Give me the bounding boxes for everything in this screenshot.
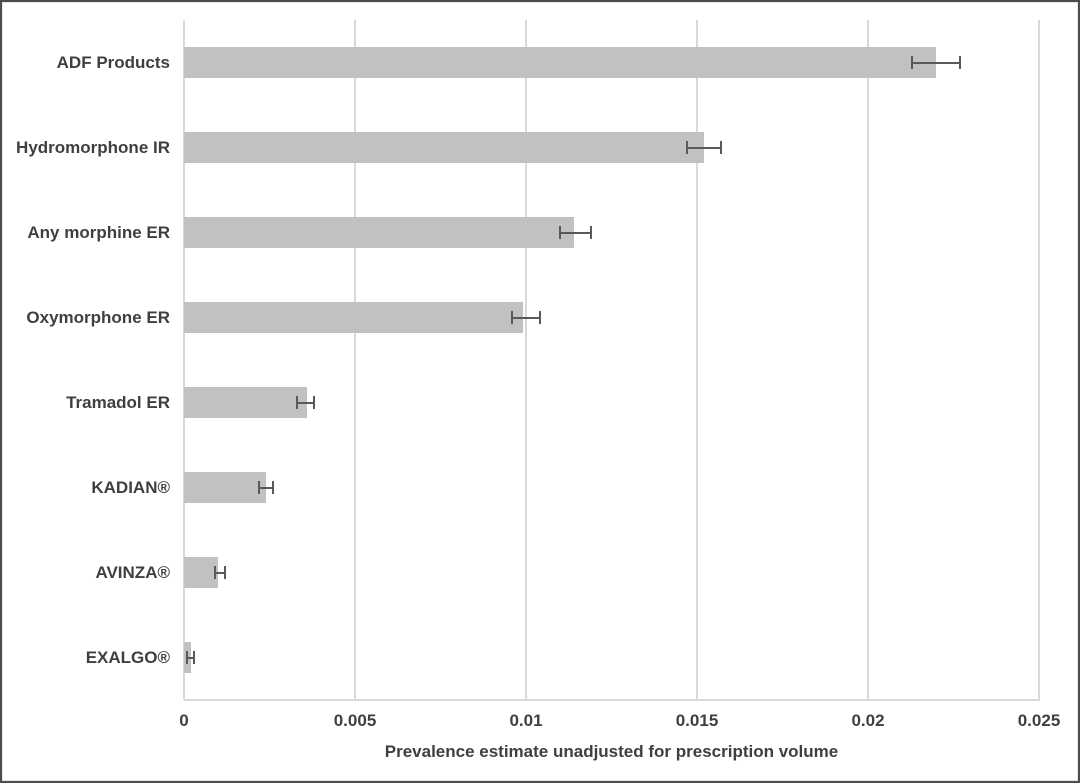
error-bar-cap [213,566,216,579]
category-axis: ADF Products Hydromorphone IR Any morphine… [2,20,170,700]
gridline [696,20,698,700]
error-bar-cap [224,566,227,579]
x-tick-label: 0.01 [509,711,543,730]
error-bar [187,656,195,659]
error-bar [259,486,273,489]
error-bar-cap [258,481,261,494]
bar [184,47,937,78]
gridline [183,20,185,700]
error-bar-cap [538,311,541,324]
error-bar-cap [312,396,315,409]
category-label: ADF Products [56,52,170,72]
category-label: Tramadol ER [66,392,170,412]
error-bar [912,61,961,64]
x-tick-label: 0.02 [851,711,885,730]
category-label: Any morphine ER [27,222,170,242]
error-bar-cap [511,311,514,324]
error-bar [512,316,540,319]
gridline [1038,20,1040,700]
error-bar [560,231,591,234]
category-label: KADIAN® [91,477,170,497]
error-bar [296,401,314,404]
bar [184,132,704,163]
error-bar-cap [589,226,592,239]
error-bar-cap [271,481,274,494]
error-bar-cap [186,651,189,664]
x-tick-label: 0.015 [675,711,719,730]
error-bar-cap [559,226,562,239]
plot-area [183,20,1040,700]
error-bar-cap [959,56,962,69]
x-axis-title: Prevalence estimate unadjusted for presc… [384,742,839,761]
x-tick-label: 0 [179,711,189,730]
error-bar [214,571,226,574]
bar [184,472,267,503]
bar [184,557,219,588]
error-bar-cap [685,141,688,154]
x-tick-label: 0.005 [333,711,377,730]
bar [184,387,308,418]
error-bar-cap [295,396,298,409]
category-label: EXALGO® [85,647,170,667]
error-bar-cap [193,651,196,664]
category-label: AVINZA® [95,562,170,582]
x-tick-label: 0.025 [1017,711,1061,730]
error-bar [686,146,721,149]
x-axis-line [184,699,1040,701]
error-bar-cap [719,141,722,154]
bar [184,302,523,333]
gridline [867,20,869,700]
bar [184,217,574,248]
category-label: Hydromorphone IR [16,137,170,157]
error-bar-cap [911,56,914,69]
gridline [525,20,527,700]
gridline [354,20,356,700]
category-label: Oxymorphone ER [26,307,170,327]
